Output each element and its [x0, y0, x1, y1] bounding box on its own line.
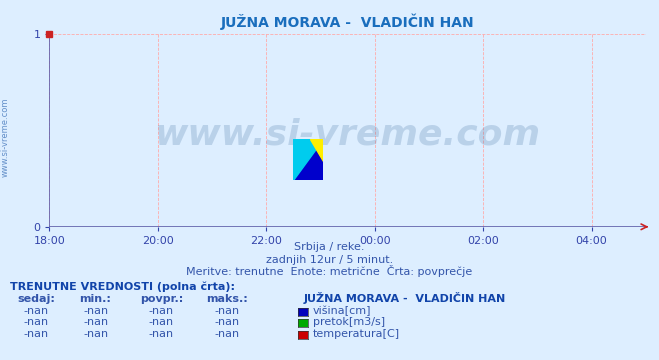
Text: -nan: -nan: [83, 318, 108, 328]
Text: www.si-vreme.com: www.si-vreme.com: [155, 117, 540, 151]
Text: -nan: -nan: [83, 306, 108, 316]
Polygon shape: [293, 139, 323, 180]
Text: -nan: -nan: [149, 318, 174, 328]
Text: maks.:: maks.:: [206, 294, 248, 305]
Text: višina[cm]: višina[cm]: [313, 306, 372, 316]
Text: -nan: -nan: [24, 318, 49, 328]
Text: -nan: -nan: [83, 329, 108, 339]
Text: zadnjih 12ur / 5 minut.: zadnjih 12ur / 5 minut.: [266, 255, 393, 265]
Title: JUŽNA MORAVA -  VLADIČIN HAN: JUŽNA MORAVA - VLADIČIN HAN: [221, 14, 474, 30]
Text: -nan: -nan: [24, 306, 49, 316]
Text: www.si-vreme.com: www.si-vreme.com: [1, 97, 10, 176]
Text: Srbija / reke.: Srbija / reke.: [295, 242, 364, 252]
Text: sedaj:: sedaj:: [17, 294, 55, 305]
Text: temperatura[C]: temperatura[C]: [313, 329, 400, 339]
Text: pretok[m3/s]: pretok[m3/s]: [313, 318, 385, 328]
Text: -nan: -nan: [215, 306, 240, 316]
Text: -nan: -nan: [24, 329, 49, 339]
Polygon shape: [310, 139, 323, 161]
Polygon shape: [293, 139, 323, 180]
Text: -nan: -nan: [215, 329, 240, 339]
Text: min.:: min.:: [80, 294, 111, 305]
Text: JUŽNA MORAVA -  VLADIČIN HAN: JUŽNA MORAVA - VLADIČIN HAN: [303, 292, 505, 305]
Text: povpr.:: povpr.:: [140, 294, 183, 305]
Text: -nan: -nan: [215, 318, 240, 328]
Text: TRENUTNE VREDNOSTI (polna črta):: TRENUTNE VREDNOSTI (polna črta):: [10, 281, 235, 292]
Text: -nan: -nan: [149, 306, 174, 316]
Text: -nan: -nan: [149, 329, 174, 339]
Text: Meritve: trenutne  Enote: metrične  Črta: povprečje: Meritve: trenutne Enote: metrične Črta: …: [186, 265, 473, 278]
